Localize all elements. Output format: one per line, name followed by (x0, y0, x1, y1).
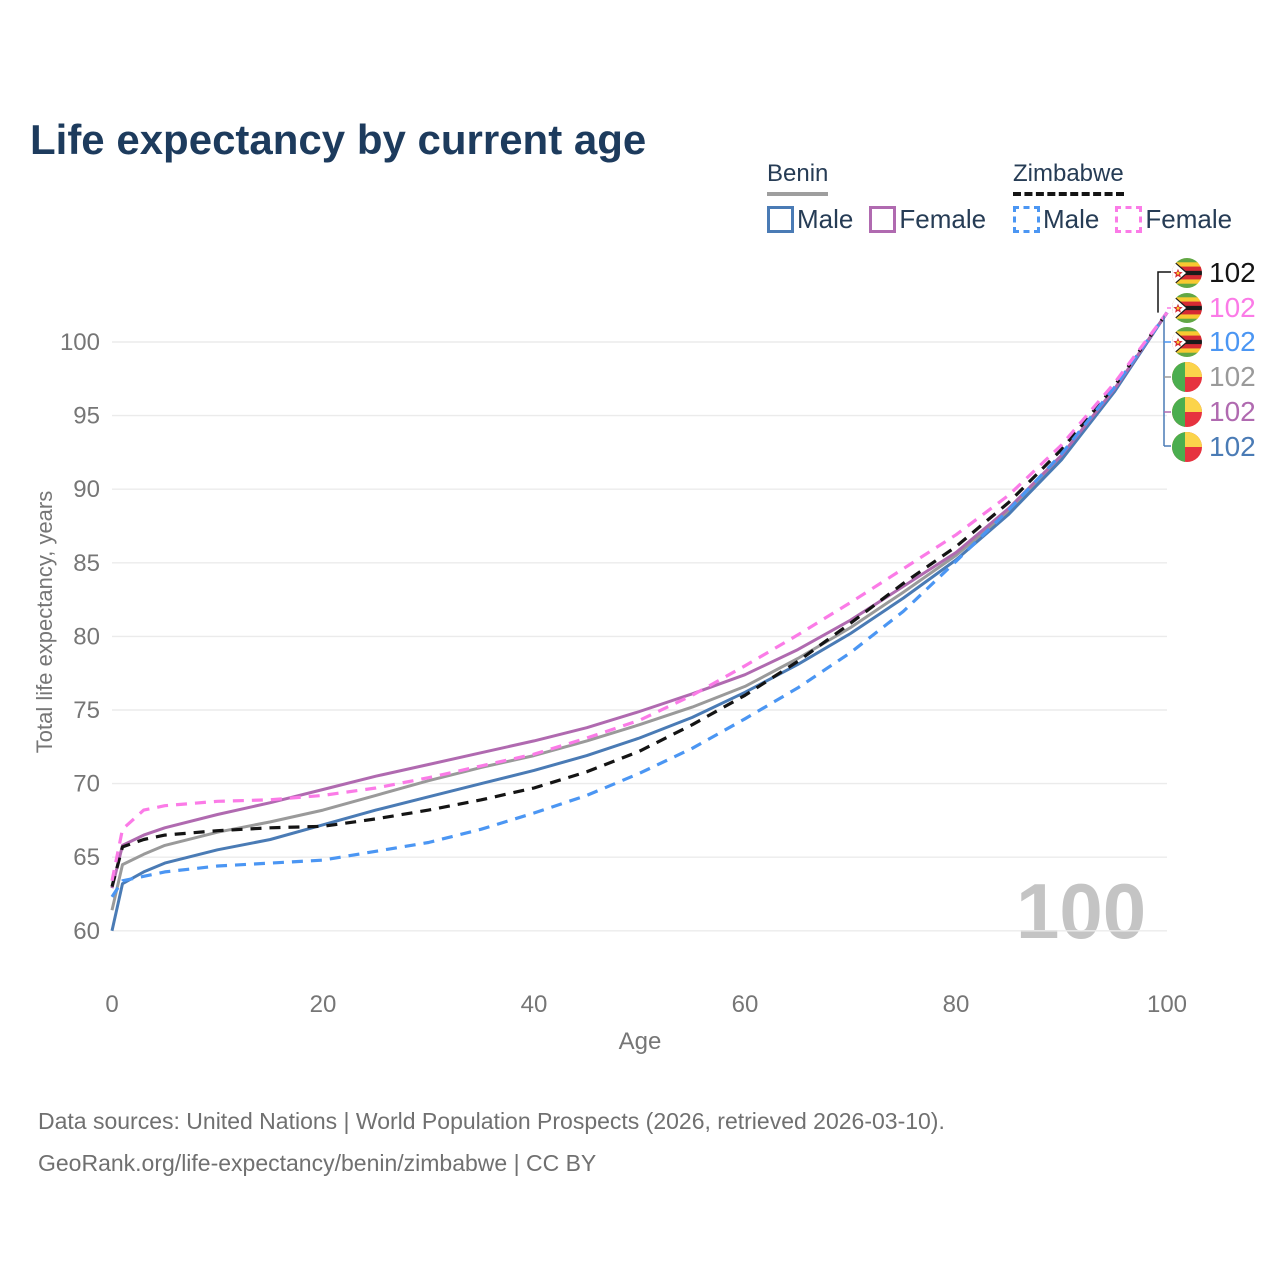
series-line-zimbabwe-female (110, 311, 1169, 882)
footer-data-sources: Data sources: United Nations | World Pop… (38, 1108, 945, 1134)
legend-item-zimbabwe-male[interactable]: Male (1013, 204, 1099, 235)
y-tick-label: 95 (73, 403, 100, 430)
benin-female-swatch-icon (869, 206, 897, 233)
connector-zimbabwe-total (1157, 271, 1171, 313)
end-label-row-benin: 102 (1172, 396, 1256, 428)
legend-label: Male (1043, 204, 1100, 234)
y-tick-label: 75 (73, 697, 100, 724)
legend-group-benin: Benin Male Female (767, 160, 1002, 235)
x-tick-label: 100 (1147, 991, 1187, 1018)
zimbabwe-flag-icon (1172, 258, 1202, 288)
benin-male-swatch-icon (767, 206, 794, 233)
zimbabwe-female-swatch-icon (1115, 206, 1143, 233)
x-axis-title: Age (618, 1028, 662, 1055)
zimbabwe-flag-icon (1172, 292, 1202, 323)
legend-item-benin-female[interactable]: Female (869, 204, 986, 235)
y-tick-label: 85 (73, 550, 100, 577)
series-line-zimbabwe-total (110, 311, 1169, 888)
end-label-row-zimbabwe: 102 (1172, 257, 1256, 289)
end-label-value: 102 (1209, 361, 1256, 393)
x-tick-label: 60 (732, 991, 759, 1018)
end-label-value: 102 (1209, 291, 1256, 323)
y-tick-label: 70 (73, 771, 100, 798)
y-tick-label: 65 (73, 844, 100, 871)
end-label-value: 102 (1209, 257, 1256, 288)
end-label-value: 102 (1209, 326, 1256, 358)
benin-flag-icon (1172, 431, 1202, 462)
end-label-row-benin: 102 (1172, 431, 1256, 463)
legend-item-zimbabwe-female[interactable]: Female (1115, 204, 1232, 235)
series-line-zimbabwe-male (110, 311, 1169, 898)
zimbabwe-male-swatch-icon (1013, 206, 1040, 233)
y-tick-label: 100 (60, 329, 100, 356)
end-label-value: 102 (1209, 395, 1256, 427)
page-title: Life expectancy by current age (30, 116, 647, 164)
y-tick-label: 90 (73, 476, 100, 503)
benin-flag-icon (1172, 362, 1202, 393)
series-line-benin-female (110, 311, 1169, 889)
x-tick-label: 0 (105, 991, 118, 1018)
legend-items-benin: Male Female (767, 204, 1002, 235)
benin-flag-icon (1172, 396, 1202, 427)
legend-heading-zimbabwe: Zimbabwe (1013, 160, 1124, 196)
legend-label: Female (899, 204, 987, 234)
y-tick-label: 80 (73, 623, 100, 650)
legend-label: Female (1145, 204, 1233, 234)
legend-item-benin-male[interactable]: Male (767, 204, 853, 235)
x-tick-label: 40 (521, 991, 548, 1018)
x-tick-label: 20 (310, 991, 337, 1018)
y-tick-label: 60 (73, 918, 100, 945)
end-label-row-benin: 102 (1172, 361, 1256, 393)
legend-group-zimbabwe: Zimbabwe Male Female (1013, 160, 1248, 235)
series-line-benin-male (110, 311, 1169, 932)
age-watermark: 100 (1016, 867, 1147, 955)
legend-heading-benin: Benin (767, 160, 829, 196)
legend-items-zimbabwe: Male Female (1013, 204, 1248, 235)
legend-label: Male (797, 204, 854, 234)
series-line-benin-total (110, 311, 1169, 911)
footer-attribution: GeoRank.org/life-expectancy/benin/zimbab… (38, 1150, 597, 1176)
end-label-row-zimbabwe: 102 (1172, 292, 1256, 324)
zimbabwe-flag-icon (1172, 327, 1202, 358)
end-label-row-zimbabwe: 102 (1172, 326, 1256, 358)
end-label-value: 102 (1209, 430, 1256, 462)
x-tick-label: 80 (943, 991, 970, 1018)
